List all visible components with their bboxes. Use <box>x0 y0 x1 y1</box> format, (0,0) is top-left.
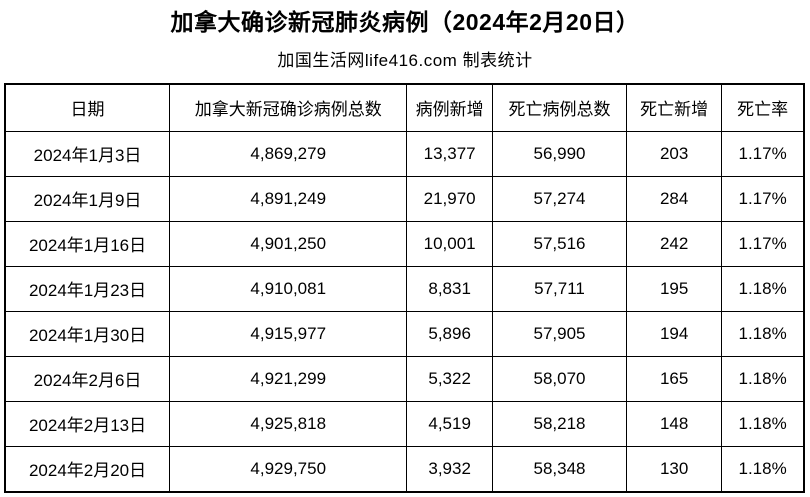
table-cell: 10,001 <box>406 220 493 267</box>
table-row: 2024年1月30日 4,915,977 5,896 57,905 194 1.18% <box>4 310 805 357</box>
table-cell: 58,348 <box>491 445 628 493</box>
table-cell: 4,519 <box>406 400 493 447</box>
table-row: 2024年1月16日 4,901,250 10,001 57,516 242 1.17% <box>4 220 805 267</box>
column-header: 日期 <box>4 83 171 132</box>
table-cell: 148 <box>626 400 723 447</box>
table-cell: 3,932 <box>406 445 493 493</box>
table-cell: 242 <box>626 220 723 267</box>
table-cell: 1.17% <box>721 220 805 267</box>
table-cell: 2024年2月6日 <box>4 355 171 402</box>
table-cell: 2024年1月16日 <box>4 220 171 267</box>
table-cell: 2024年1月3日 <box>4 130 171 177</box>
table-cell: 57,274 <box>491 175 628 222</box>
table-cell: 5,896 <box>406 310 493 357</box>
page-title: 加拿大确诊新冠肺炎病例（2024年2月20日） <box>170 9 640 35</box>
table-cell: 1.18% <box>721 265 805 312</box>
column-header: 死亡新增 <box>626 83 723 132</box>
column-header: 加拿大新冠确诊病例总数 <box>169 83 408 132</box>
table-row: 2024年2月6日 4,921,299 5,322 58,070 165 1.18% <box>4 355 805 402</box>
table-cell: 165 <box>626 355 723 402</box>
table-cell: 284 <box>626 175 723 222</box>
table-cell: 2024年1月30日 <box>4 310 171 357</box>
table-row: 2024年2月13日 4,925,818 4,519 58,218 148 1.18% <box>4 400 805 447</box>
table-cell: 2024年1月9日 <box>4 175 171 222</box>
table-cell: 4,915,977 <box>169 310 408 357</box>
table-cell: 58,218 <box>491 400 628 447</box>
column-header: 死亡病例总数 <box>491 83 628 132</box>
table-cell: 4,921,299 <box>169 355 408 402</box>
table-cell: 8,831 <box>406 265 493 312</box>
table-row: 2024年1月9日 4,891,249 21,970 57,274 284 1.17% <box>4 175 805 222</box>
table-cell: 4,929,750 <box>169 445 408 493</box>
table-cell: 1.18% <box>721 400 805 447</box>
source-note: 加国生活网life416.com 制表统计 <box>277 50 533 70</box>
table-cell: 58,070 <box>491 355 628 402</box>
table-cell: 4,925,818 <box>169 400 408 447</box>
table-header-row: 日期 加拿大新冠确诊病例总数 病例新增 死亡病例总数 死亡新增 死亡率 <box>4 83 805 132</box>
table-row: 2024年2月20日 4,929,750 3,932 58,348 130 1.18% <box>4 445 805 493</box>
table-cell: 57,905 <box>491 310 628 357</box>
table-cell: 1.18% <box>721 310 805 357</box>
table-cell: 1.17% <box>721 175 805 222</box>
table-cell: 57,516 <box>491 220 628 267</box>
table-cell: 130 <box>626 445 723 493</box>
table-cell: 1.17% <box>721 130 805 177</box>
column-header: 病例新增 <box>406 83 493 132</box>
table-row: 2024年1月3日 4,869,279 13,377 56,990 203 1.17% <box>4 130 805 177</box>
column-header: 死亡率 <box>721 83 805 132</box>
table-cell: 21,970 <box>406 175 493 222</box>
table-cell: 1.18% <box>721 355 805 402</box>
table-cell: 13,377 <box>406 130 493 177</box>
covid-stats-table: 日期 加拿大新冠确诊病例总数 病例新增 死亡病例总数 死亡新增 死亡率 2024年1月3日… <box>4 82 805 493</box>
table-cell: 2024年2月13日 <box>4 400 171 447</box>
table-cell: 56,990 <box>491 130 628 177</box>
table-cell: 4,910,081 <box>169 265 408 312</box>
table-cell: 1.18% <box>721 445 805 493</box>
table-cell: 57,711 <box>491 265 628 312</box>
table-cell: 2024年2月20日 <box>4 445 171 493</box>
table-row: 2024年1月23日 4,910,081 8,831 57,711 195 1.18% <box>4 265 805 312</box>
table-cell: 194 <box>626 310 723 357</box>
table-cell: 4,891,249 <box>169 175 408 222</box>
table-cell: 195 <box>626 265 723 312</box>
table-body: 2024年1月3日 4,869,279 13,377 56,990 203 1.17% 20… <box>4 130 805 493</box>
table-cell: 4,869,279 <box>169 130 408 177</box>
table-cell: 2024年1月23日 <box>4 265 171 312</box>
table-cell: 5,322 <box>406 355 493 402</box>
table-cell: 4,901,250 <box>169 220 408 267</box>
table-cell: 203 <box>626 130 723 177</box>
